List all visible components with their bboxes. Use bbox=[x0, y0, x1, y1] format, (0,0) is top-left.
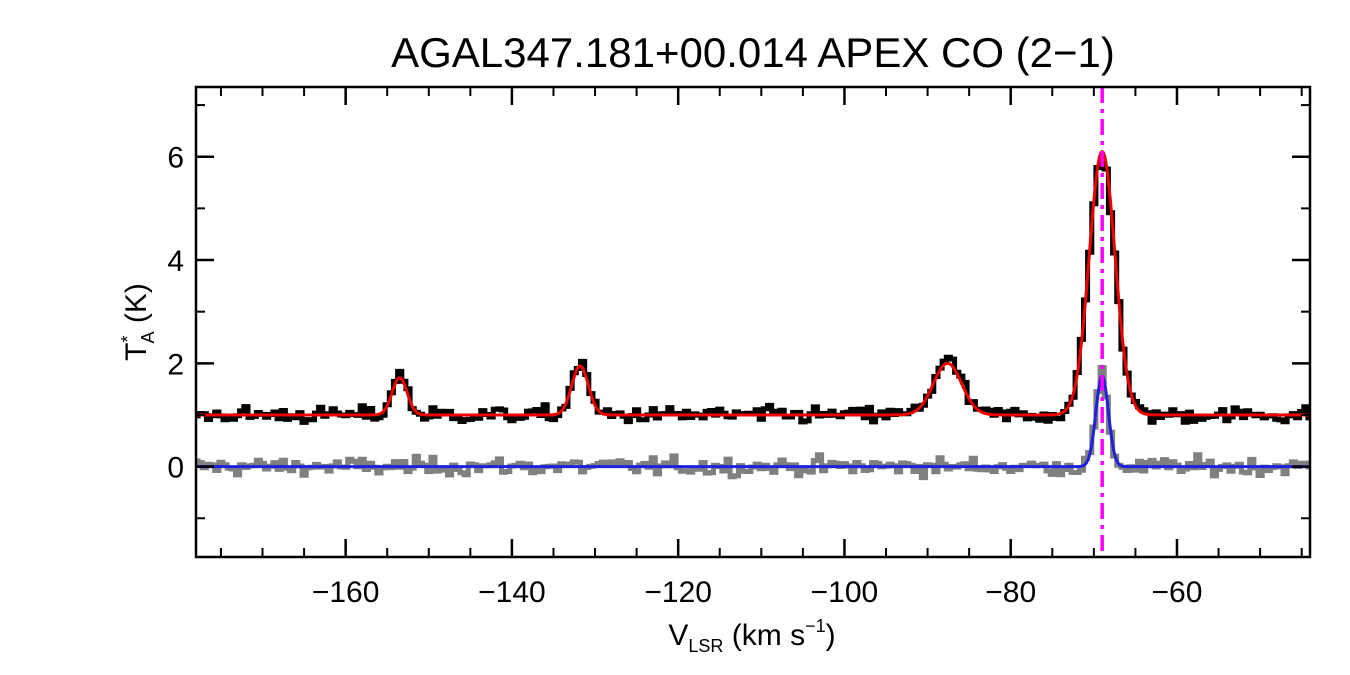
x-tick-label: −60 bbox=[1152, 576, 1203, 609]
y-axis-label-rest: (K) bbox=[120, 283, 153, 331]
x-axis-label: VLSR (km s−1) bbox=[668, 616, 835, 656]
y-tick-label: 2 bbox=[167, 348, 184, 381]
x-tick-label: −140 bbox=[478, 576, 546, 609]
x-axis-label-main: V bbox=[668, 619, 688, 652]
y-tick-label: 0 bbox=[167, 452, 184, 485]
x-tick-label: −120 bbox=[644, 576, 712, 609]
plot-frame bbox=[194, 85, 1312, 559]
y-axis-label-sup: * bbox=[118, 336, 138, 343]
x-tick-label: −160 bbox=[312, 576, 380, 609]
x-axis-label-rest: (km s bbox=[723, 619, 805, 652]
y-tick-label: 4 bbox=[167, 245, 184, 278]
x-axis-label-sub: LSR bbox=[688, 636, 723, 656]
selected-component-fit-line bbox=[196, 374, 1310, 469]
plot-area bbox=[195, 87, 1311, 557]
y-axis-label: T*A (K) bbox=[118, 283, 158, 361]
x-tick-label: −80 bbox=[985, 576, 1036, 609]
x-tick-label: −100 bbox=[811, 576, 879, 609]
observed-spectrum-line bbox=[195, 158, 1311, 425]
residual-spectrum-line bbox=[195, 365, 1311, 481]
total-fit-line bbox=[196, 149, 1310, 417]
y-axis-label-main: T bbox=[120, 343, 153, 361]
axis-ticks: −160 −140 −120 −100 −80 −60 0 2 4 6 bbox=[167, 87, 1310, 609]
x-axis-label-sup: −1 bbox=[805, 616, 826, 636]
y-tick-label: 6 bbox=[167, 142, 184, 175]
chart-title: AGAL347.181+00.014 APEX CO (2−1) bbox=[391, 29, 1115, 76]
y-axis-label-sub: A bbox=[138, 331, 158, 343]
x-axis-label-end: ) bbox=[826, 619, 836, 652]
